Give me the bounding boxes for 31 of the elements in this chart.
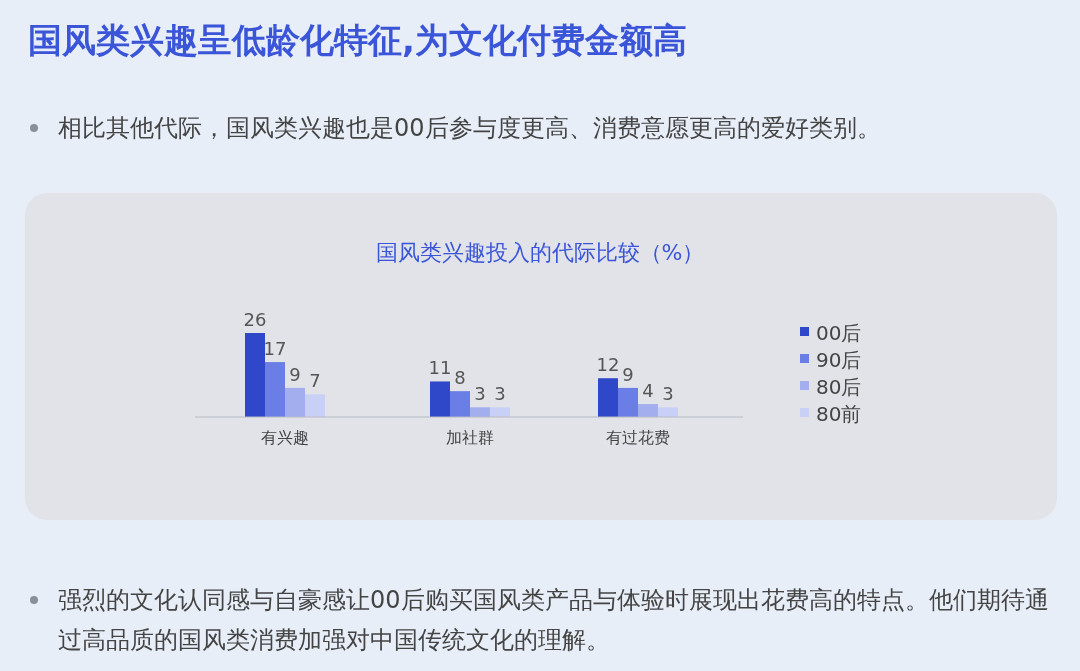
- bar: [638, 404, 658, 417]
- x-tick-label: 有过花费: [606, 428, 670, 447]
- bar: [305, 394, 325, 417]
- bar: [658, 407, 678, 417]
- data-label: 9: [622, 363, 634, 385]
- data-label: 26: [243, 309, 267, 330]
- legend-label: 90后: [816, 348, 862, 372]
- bar: [598, 378, 618, 417]
- data-label: 3: [474, 383, 486, 405]
- data-label: 11: [428, 357, 452, 379]
- x-tick-label: 有兴趣: [261, 428, 309, 447]
- data-label: 8: [454, 367, 466, 389]
- text: 相比其他代际，国风类兴趣也是00后参与度更高、消费意愿更高的爱好类别。: [58, 113, 882, 144]
- bar: [618, 387, 638, 417]
- data-label: 12: [596, 354, 620, 376]
- legend-label: 80后: [816, 375, 862, 399]
- data-label: 17: [263, 338, 287, 360]
- bar: [245, 333, 265, 417]
- legend-label: 80前: [816, 402, 862, 426]
- bar: [265, 362, 285, 417]
- text: 强烈的文化认同感与自豪感让00后购买国风类产品与体验时展现出花费高的特点。他们期待通过高品质的国风类消费加强对中国传统文化的理解。: [58, 585, 1050, 656]
- chart-title: 国风类兴趣呈低龄化特征,为文化付费金额高: [28, 19, 687, 62]
- x-tick-label: 加社群: [446, 428, 494, 447]
- data-label: 3: [494, 383, 506, 405]
- chart-subtitle: 国风类兴趣投入的代际比较（%）: [375, 240, 705, 265]
- data-label: 9: [289, 363, 301, 385]
- bar: [285, 387, 305, 417]
- data-label: 4: [642, 380, 654, 402]
- data-label: 3: [662, 383, 674, 405]
- data-label: 7: [309, 370, 321, 392]
- legend-label: 00后: [816, 321, 862, 345]
